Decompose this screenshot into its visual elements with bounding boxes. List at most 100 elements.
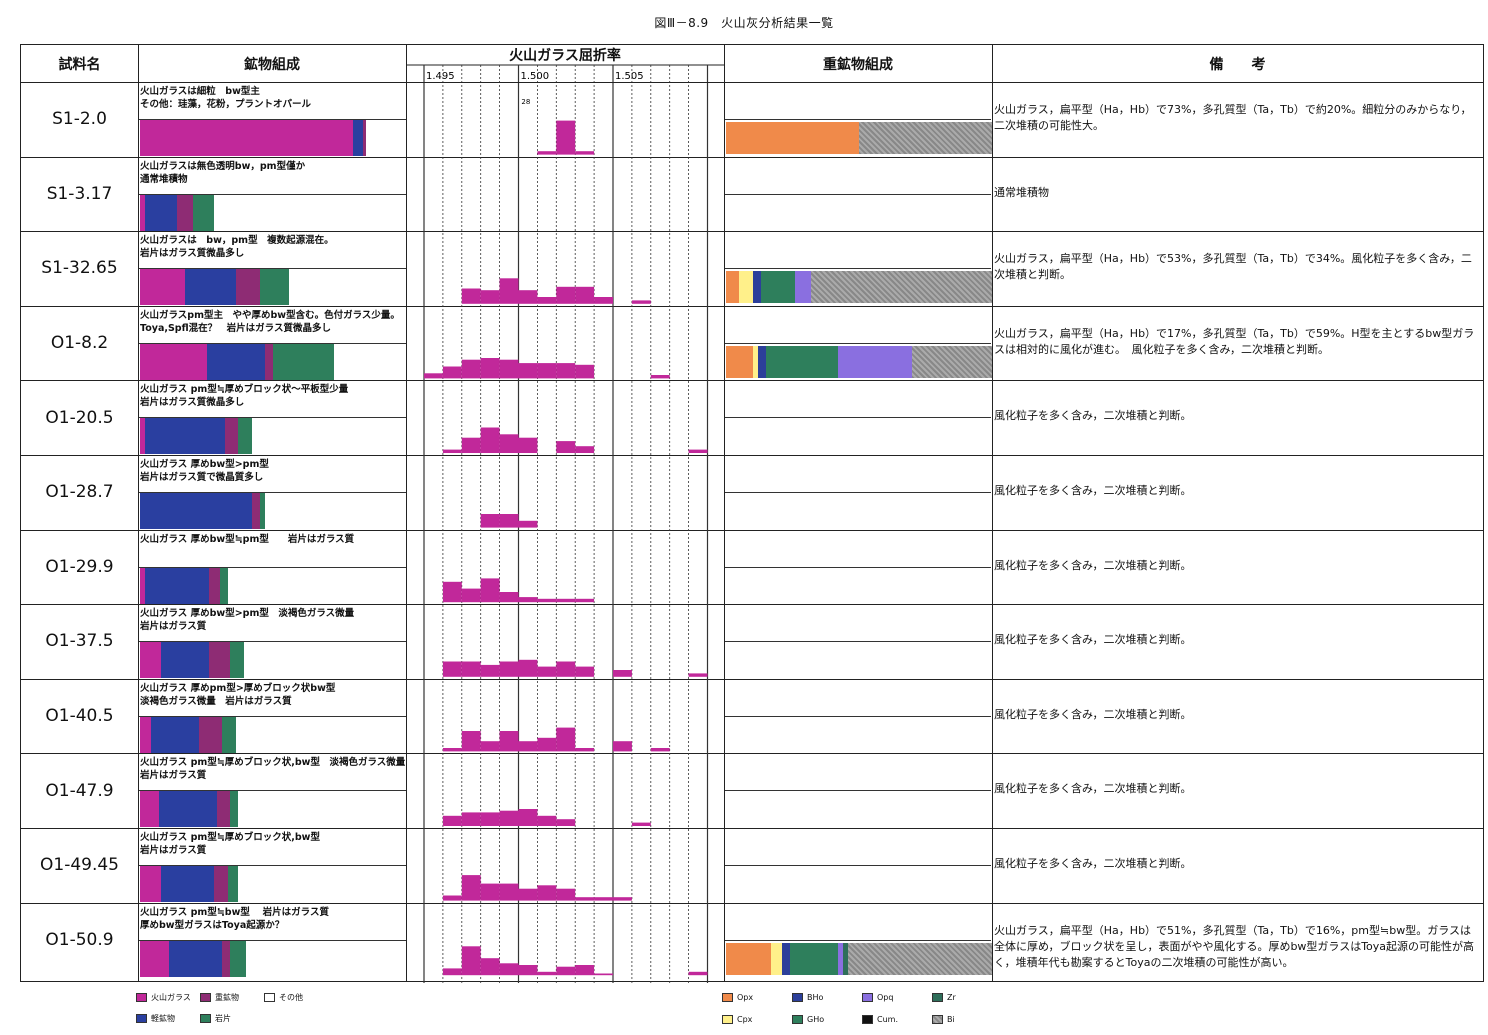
legend-item: BHo	[792, 993, 823, 1002]
legend-item: Opq	[862, 993, 893, 1002]
legend-swatch	[792, 993, 803, 1002]
heavy-mineral-bar	[726, 942, 992, 975]
mineral-description: 火山ガラスは無色透明bw，pm型僅か 通常堆積物	[140, 160, 306, 185]
ri-histogram-bar	[499, 514, 519, 528]
light-mineral-segment	[161, 866, 215, 902]
heavy-mineral-segment	[225, 418, 239, 455]
legend-item: 火山ガラス	[136, 992, 191, 1003]
mineral-description: 火山ガラスは bw，pm型 複数起源混在。 岩片はガラス質微晶多し	[140, 235, 334, 260]
rock-segment	[230, 791, 239, 828]
mineral-description: 火山ガラス 厚めpm型>厚めブロック状bw型 淡褐色ガラス微量 岩片はガラス質	[140, 682, 336, 707]
heavy-subdivider	[725, 566, 991, 568]
legend-swatch	[932, 1015, 943, 1024]
mineral-bar	[140, 194, 215, 231]
heavy-subdivider	[725, 268, 991, 270]
mineral-subdivider	[138, 268, 406, 270]
opx-segment	[726, 345, 753, 378]
ri-histogram-bar	[631, 822, 651, 826]
heavy-subdivider	[725, 939, 991, 941]
ri-histogram-bar	[575, 598, 595, 603]
mineral-subdivider	[138, 119, 406, 120]
light-mineral-segment	[169, 940, 223, 977]
mineral-bar	[140, 866, 239, 902]
heavy-mineral-segment	[198, 716, 223, 753]
legend-swatch	[722, 1015, 733, 1024]
heavy-mineral-segment	[177, 194, 194, 231]
column-divider	[724, 45, 725, 981]
sample-name: S1-2.0	[52, 109, 107, 130]
row-divider	[21, 231, 1483, 233]
light-mineral-segment	[185, 269, 236, 306]
mineral-subdivider	[138, 342, 406, 344]
ri-histogram-bar	[613, 741, 632, 752]
light-mineral-segment	[352, 120, 364, 156]
mineral-description: 火山ガラス pm型≒厚めブロック状,bw型 淡褐色ガラス微量 岩片はガラス質	[140, 757, 415, 782]
heavy-mineral-segment	[235, 269, 260, 306]
light-mineral-segment	[206, 343, 266, 380]
mineral-description: 火山ガラス 厚めbw型>pm型 淡褐色ガラス微量 岩片はガラス質	[140, 608, 355, 633]
ri-histogram-bar	[518, 363, 538, 379]
row-divider	[21, 455, 1483, 456]
legend-swatch	[136, 1014, 147, 1023]
legend-item: 重鉱物	[200, 992, 239, 1003]
sample-row: O1-20.5 火山ガラス pm型≒厚めブロック状～平板型少量 岩片はガラス質微晶…	[21, 380, 1483, 455]
legend-swatch	[932, 993, 943, 1002]
ri-histogram-bar	[613, 670, 632, 677]
heavy-subdivider	[725, 715, 991, 717]
rock-segment	[230, 642, 244, 679]
ri-histogram-bar	[480, 290, 500, 304]
legend-item: Cpx	[722, 1015, 752, 1024]
analysis-table: 試料名 鉱物組成 火山ガラス屈折率 重鉱物組成 備 考 S1-2.0 火山ガラスは…	[20, 44, 1484, 983]
sample-row: O1-47.9 火山ガラス pm型≒厚めブロック状,bw型 淡褐色ガラス微量 岩片…	[21, 753, 1483, 828]
legend-swatch	[200, 1014, 211, 1023]
ri-histogram-bar	[461, 588, 481, 603]
mineral-subdivider	[138, 715, 406, 717]
ri-histogram-bar	[613, 897, 632, 901]
ri-histogram-bar	[461, 875, 481, 901]
heavy-mineral-bar	[726, 122, 992, 154]
legend-label: Opq	[877, 993, 894, 1002]
ri-histogram-bar	[688, 971, 708, 976]
legend-item: 軽鉱物	[136, 1013, 175, 1024]
ri-histogram-bar	[518, 809, 538, 826]
heavy-subdivider	[725, 119, 991, 120]
ri-histogram-bar	[556, 120, 576, 155]
figure-title: 図Ⅲ－8.9 火山灰分析結果一覧	[654, 16, 834, 30]
heavy-subdivider	[725, 641, 991, 643]
sample-name: O1-28.7	[45, 482, 114, 503]
sample-name: O1-29.9	[45, 556, 114, 577]
ri-histogram-bar	[688, 673, 708, 677]
refraction-grid: 1.495 1.500 1.505 28	[406, 64, 726, 983]
heavy-mineral-bar	[726, 345, 992, 378]
light-mineral-segment	[158, 791, 218, 828]
sample-row: O1-37.5 火山ガラス 厚めbw型>pm型 淡褐色ガラス微量 岩片はガラス質風…	[21, 604, 1483, 679]
ri-histogram-bar	[499, 661, 519, 677]
ri-histogram-bar	[499, 359, 519, 379]
header-refraction: 火山ガラス屈折率	[509, 48, 621, 64]
ri-histogram-bar	[461, 661, 481, 677]
ri-histogram-bar	[594, 297, 613, 304]
sample-name: O1-8.2	[50, 333, 109, 354]
ri-histogram-bar	[537, 971, 557, 976]
legend-item: Zr	[932, 993, 956, 1002]
mineral-description: 火山ガラス pm型≒厚めブロック状～平板型少量 岩片はガラス質微晶多し	[140, 384, 349, 409]
remark-text: 風化粒子を多く含み，二次堆積と判断。	[994, 857, 1192, 870]
heavy-mineral-segment	[363, 120, 367, 156]
ri-histogram-bar	[650, 748, 670, 752]
legend-label: 軽鉱物	[151, 1014, 175, 1023]
ri-histogram-bar	[442, 815, 462, 826]
ri-histogram-bar	[688, 449, 708, 453]
heavy-subdivider	[725, 417, 991, 419]
mineral-subdivider	[138, 865, 406, 866]
ri-histogram-bar	[499, 963, 519, 976]
mineral-subdivider	[138, 492, 406, 493]
ri-histogram-bar	[480, 427, 500, 453]
ri-histogram-bar	[556, 966, 576, 976]
ri-histogram-bar	[442, 661, 462, 677]
heavy-mineral-segment	[251, 493, 260, 529]
legend-item: Cum.	[862, 1015, 898, 1024]
legend-item: Opx	[722, 993, 753, 1002]
ri-histogram-bar	[461, 288, 481, 304]
legend-label: Cpx	[737, 1015, 753, 1024]
ri-histogram-bar	[424, 373, 443, 379]
